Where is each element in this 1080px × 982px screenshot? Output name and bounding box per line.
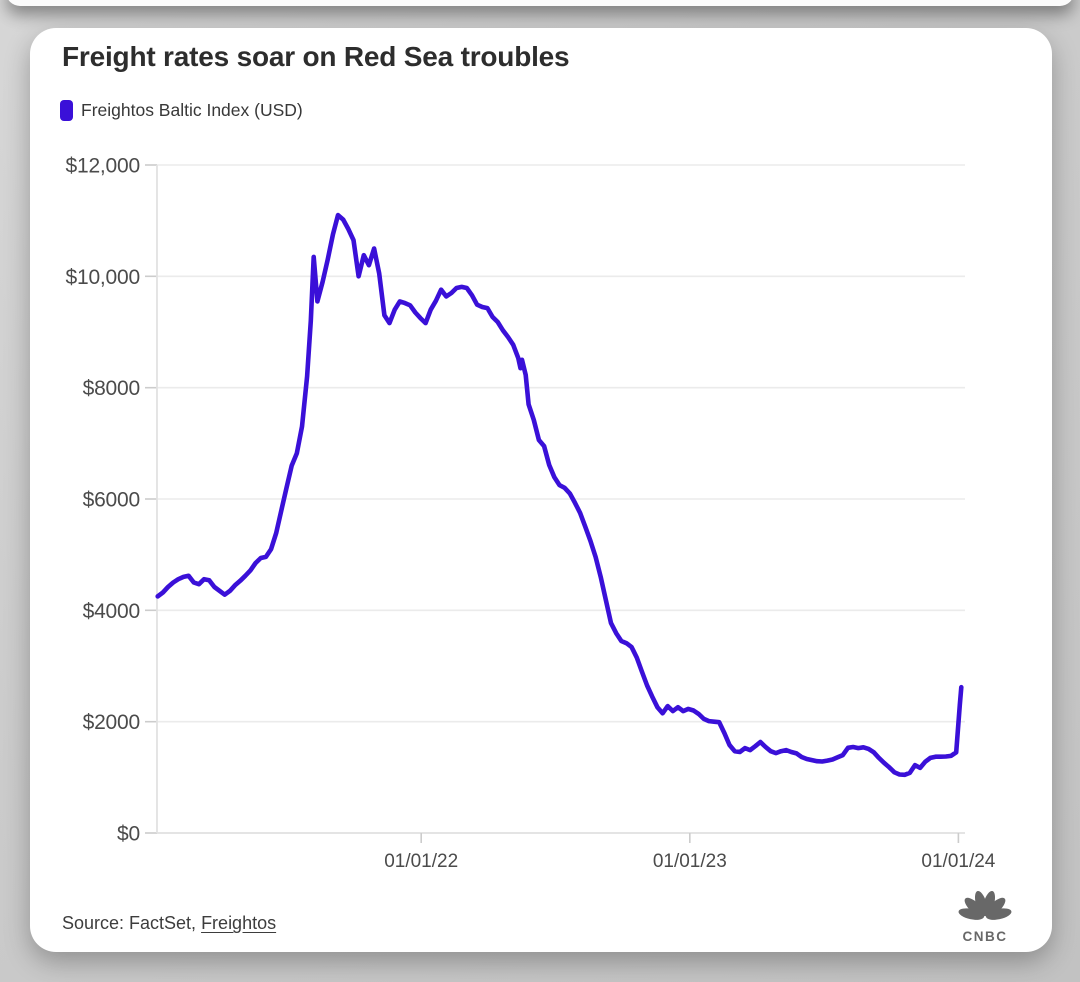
peacock-icon: CNBC xyxy=(958,890,1012,944)
legend: Freightos Baltic Index (USD) xyxy=(60,100,303,121)
y-tick-label: $12,000 xyxy=(65,155,140,178)
y-tick-label: $8000 xyxy=(83,377,140,400)
top-edge-highlight xyxy=(6,0,1074,6)
legend-swatch-icon xyxy=(60,100,73,121)
line-chart: $12,000 $10,000 $8000 $6000 $4000 $2000 $0 01/0… xyxy=(65,155,995,873)
series-line xyxy=(155,212,964,778)
cnbc-logo-text: CNBC xyxy=(963,929,1008,944)
x-tick-label: 01/01/24 xyxy=(921,851,995,872)
x-tick-label: 01/01/23 xyxy=(653,851,727,872)
y-tick-label: $4000 xyxy=(83,600,140,623)
source-line: Source: FactSet, Freightos xyxy=(62,913,276,934)
y-tick-label: $2000 xyxy=(83,711,140,734)
cnbc-logo: CNBC xyxy=(955,890,1015,946)
y-tick-label: $0 xyxy=(117,823,140,846)
chart-title: Freight rates soar on Red Sea troubles xyxy=(62,41,570,72)
source-text: Source: FactSet, xyxy=(62,913,202,933)
y-tick-label: $10,000 xyxy=(65,266,140,289)
y-tick-label: $6000 xyxy=(83,489,140,512)
source-link[interactable]: Freightos xyxy=(201,913,277,933)
chart-card: Freight rates soar on Red Sea troubles F… xyxy=(30,28,1052,952)
x-tick-label: 01/01/22 xyxy=(384,851,458,872)
legend-label: Freightos Baltic Index (USD) xyxy=(81,100,303,120)
